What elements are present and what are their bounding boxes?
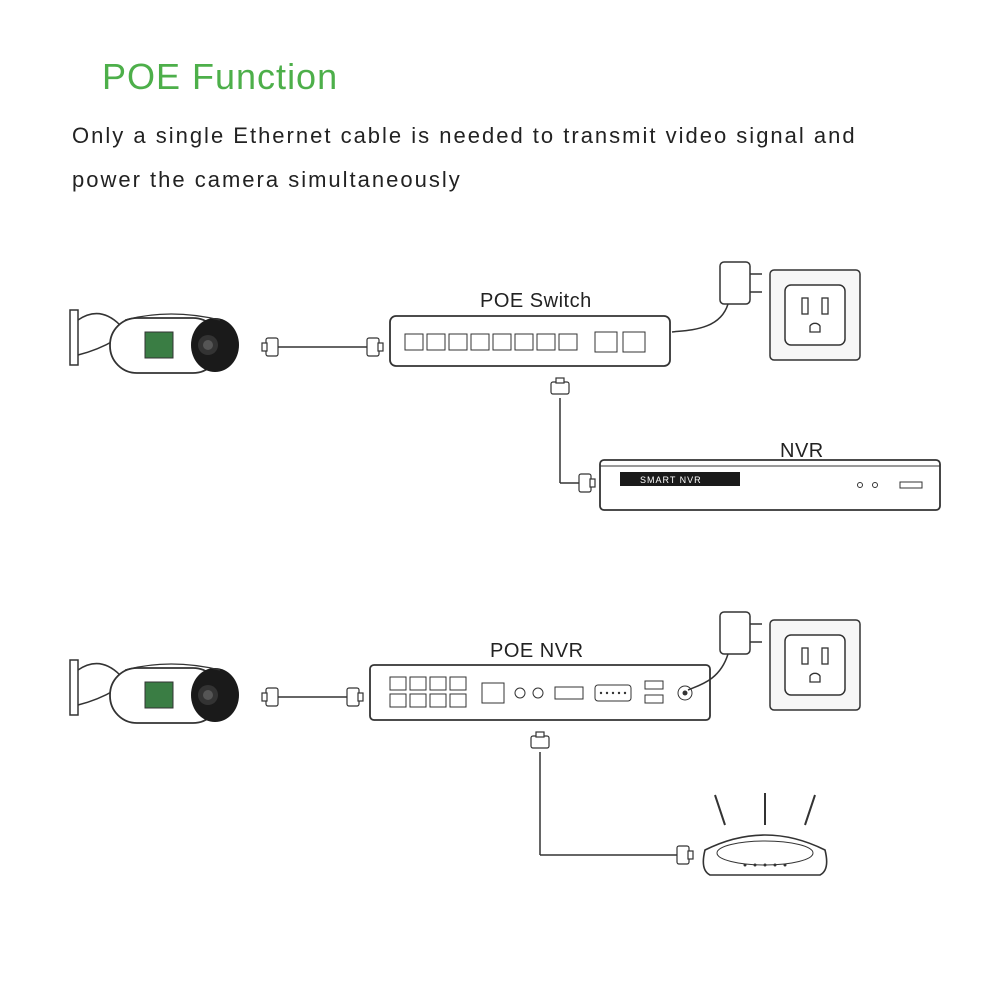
camera-icon (70, 660, 239, 723)
power-outlet-icon (770, 270, 860, 360)
power-adapter-icon (720, 612, 762, 654)
cable-poenvr-to-router (531, 732, 693, 864)
router-icon (703, 793, 826, 875)
nvr-icon (600, 460, 940, 510)
cable-cam-to-switch (262, 338, 383, 356)
poe-nvr-icon (370, 665, 710, 720)
camera-icon (70, 310, 239, 373)
cable-adapter-to-switch (672, 304, 728, 332)
poe-switch-icon (390, 316, 670, 366)
cable-switch-to-nvr (551, 378, 595, 492)
power-adapter-icon (720, 262, 762, 304)
diagram-stage: SMART NVR (0, 0, 1000, 1000)
power-outlet-icon (770, 620, 860, 710)
cable-cam-to-poenvr (262, 688, 363, 706)
nvr-brand-text: SMART NVR (640, 475, 702, 485)
